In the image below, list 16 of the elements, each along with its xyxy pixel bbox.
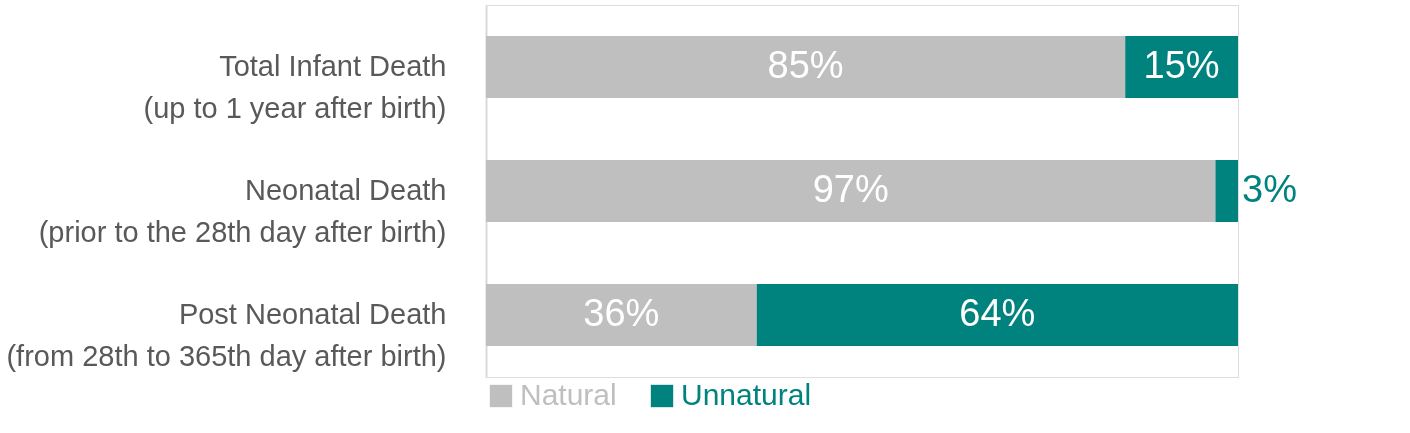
data-label: 15% xyxy=(1143,44,1220,86)
legend-label: Unnatural xyxy=(681,378,812,411)
data-label: 36% xyxy=(583,292,660,334)
y-tick-label: Post Neonatal Death (from 28th to 365th day after birth) xyxy=(6,298,447,372)
y-tick-label: Total Infant Death (up to 1 year after birth) xyxy=(143,50,447,124)
bar xyxy=(486,160,1216,222)
data-label: 3% xyxy=(1242,168,1297,210)
bar xyxy=(1215,160,1238,222)
bar xyxy=(756,284,1238,346)
bar xyxy=(486,284,757,346)
legend-label: Natural xyxy=(520,378,617,411)
data-label: 85% xyxy=(767,44,844,86)
data-label: 97% xyxy=(812,168,889,210)
data-label: 64% xyxy=(959,292,1036,334)
bar xyxy=(486,36,1126,98)
y-tick-label: Neonatal Death (prior to the 28th day after birth) xyxy=(38,174,447,248)
